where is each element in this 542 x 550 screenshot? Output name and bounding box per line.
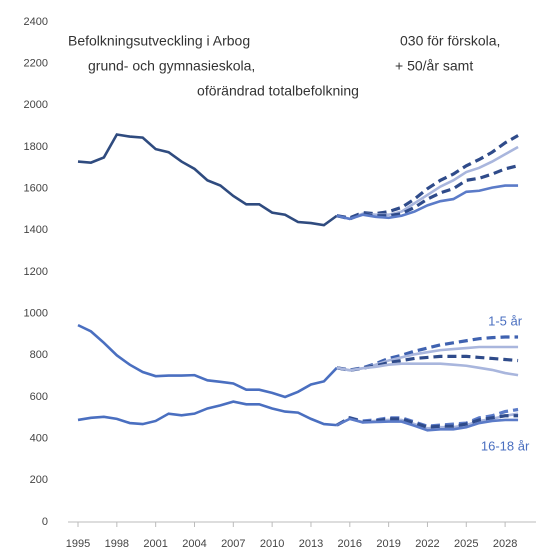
title: 030 för förskola,	[400, 33, 500, 49]
x-tick-label: 1998	[105, 538, 129, 550]
x-tick-label: 2007	[221, 538, 245, 550]
y-tick-label: 1000	[24, 308, 48, 320]
series-line	[336, 417, 519, 432]
x-tick-label: 2022	[415, 538, 439, 550]
x-tick-label: 2016	[338, 538, 362, 550]
x-tick-label: 2010	[260, 538, 284, 550]
y-tick-label: 2000	[24, 99, 48, 111]
annotation: 16-18 år	[481, 438, 530, 453]
x-tick-label: 2004	[182, 538, 206, 550]
title: grund- och gymnasieskola,	[88, 58, 255, 74]
x-tick-label: 2019	[376, 538, 400, 550]
series-line	[77, 323, 338, 399]
annotation: 1-5 år	[488, 313, 523, 328]
y-tick-label: 0	[42, 516, 48, 528]
y-tick-label: 1600	[24, 183, 48, 195]
title: oförändrad totalbefolkning	[197, 83, 359, 99]
x-tick-label: 1995	[66, 538, 90, 550]
y-tick-label: 400	[30, 433, 48, 445]
cover-box	[250, 0, 398, 58]
series-line	[77, 133, 338, 227]
y-tick-label: 2200	[24, 58, 48, 70]
x-tick-label: 2001	[143, 538, 167, 550]
x-tick-label: 2025	[454, 538, 478, 550]
title: Befolkningsutveckling i Arboga	[68, 33, 258, 49]
x-tick-label: 2013	[299, 538, 323, 550]
series-line	[336, 362, 519, 377]
y-tick-label: 1800	[24, 141, 48, 153]
y-tick-label: 200	[30, 474, 48, 486]
y-tick-label: 2400	[24, 16, 48, 28]
y-tick-label: 1400	[24, 224, 48, 236]
series-line	[77, 400, 337, 427]
y-tick-label: 1200	[24, 266, 48, 278]
y-tick-label: 800	[30, 349, 48, 361]
series-line	[336, 164, 519, 221]
series-line	[336, 145, 519, 221]
y-tick-label: 600	[30, 391, 48, 403]
title: + 50/år samt	[395, 58, 473, 74]
series-line	[336, 184, 519, 221]
x-tick-label: 2028	[493, 538, 517, 550]
